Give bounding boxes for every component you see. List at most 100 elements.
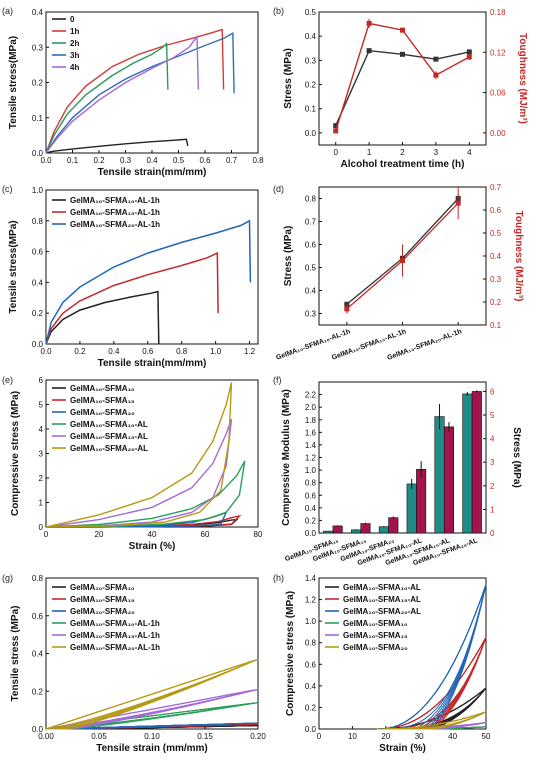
series-line bbox=[45, 32, 235, 154]
series-line bbox=[45, 34, 200, 154]
data-point bbox=[400, 51, 405, 57]
x-axis-label: Tensile strain(mm/mm) bbox=[98, 167, 207, 178]
y-tick-label: 2 bbox=[39, 474, 44, 483]
y-tick-label: 1.4 bbox=[305, 574, 317, 583]
y-tick-label: 0.0 bbox=[32, 340, 44, 349]
legend-label: GelMA₁₀-SFMA₁₀-AL bbox=[70, 420, 148, 429]
y-tick-label: 0.6 bbox=[32, 612, 44, 621]
y-tick-label: 0.1 bbox=[32, 114, 44, 123]
y-tick-label: 1.4 bbox=[305, 441, 317, 450]
x-axis-label: Strain (%) bbox=[379, 743, 426, 754]
panel-a: (a) 0.0 0.1 0.2 0.3 0.4 0.5 0.6 0.7 0.8 0.0 0.1 0.2 0… bbox=[2, 6, 264, 178]
x-tick-label: 80 bbox=[254, 530, 263, 539]
y2-tick-label: 0.4 bbox=[490, 252, 502, 261]
legend-label: GelMA₁₀-SFMA₂₀ bbox=[70, 408, 135, 417]
y-tick-label: 0 bbox=[39, 523, 44, 532]
x-tick-label: 20 bbox=[95, 530, 104, 539]
panel-tag: (f) bbox=[273, 375, 282, 385]
x-tick-label: 0.2 bbox=[74, 347, 86, 356]
hysteresis-loop bbox=[45, 658, 259, 730]
x-tick-label: 0 bbox=[317, 732, 322, 741]
x-tick-label: 0.3 bbox=[120, 156, 132, 165]
y-tick-label: 1.2 bbox=[305, 454, 317, 463]
y2-tick-label: 0.2 bbox=[490, 298, 502, 307]
y2-tick-label: 0 bbox=[490, 529, 495, 538]
y-tick-label: 0.4 bbox=[32, 278, 44, 287]
series-line bbox=[45, 219, 252, 345]
x-tick-label: 0.00 bbox=[38, 732, 54, 741]
panel-f: (f) 0.0 0.2 0.4 0.6 0.8 1.0 1.2 1.4 1.6 1.8 2.0 2.2 0… bbox=[273, 375, 522, 567]
legend-label: GelMA₁₀-SFMA₁₀ bbox=[343, 619, 408, 628]
legend-label: GelMA₁₀-SFMA₁₅-AL bbox=[70, 432, 148, 441]
y-tick-label: 0.0 bbox=[32, 725, 44, 734]
series-line bbox=[45, 42, 169, 154]
y-axis-label: Stress (MPa) bbox=[283, 226, 294, 287]
x-tick-label: 0 bbox=[333, 148, 338, 157]
x-tick-label: 0.05 bbox=[91, 732, 107, 741]
y-tick-label: 0.6 bbox=[305, 241, 317, 250]
legend-label: 0 bbox=[70, 15, 75, 24]
x-tick-label: 0.8 bbox=[252, 156, 264, 165]
y-tick-label: 0.2 bbox=[305, 81, 317, 90]
legend-label: GelMA₁₀-SFMA₁₀-AL-1h bbox=[70, 619, 160, 628]
series-line bbox=[335, 22, 470, 132]
x-tick-label: 0.4 bbox=[146, 156, 158, 165]
legend-label: GelMA₁₀-SFMA₁₀ bbox=[70, 384, 135, 393]
y-tick-label: 0.8 bbox=[32, 217, 44, 226]
y-tick-label: 0.4 bbox=[305, 682, 317, 691]
y-tick-label: 0.4 bbox=[305, 32, 317, 41]
panel-b: (b) 0 1 2 3 4 0.0 0.1 0.2 0.3 0.4 0.5 0.00 0.06 0.12 0.… bbox=[273, 6, 528, 170]
x-tick-label: 0.1 bbox=[67, 156, 79, 165]
y-axis-label: Stress (MPa) bbox=[283, 48, 294, 109]
data-point bbox=[344, 306, 350, 312]
panel-g: (g) 0.00 0.05 0.10 0.15 0.20 0.0 0.2 0.4 0.6 0.8 Ge… bbox=[2, 573, 266, 754]
legend-label: GelMA₁₀-SFMA₁₀-AL-1h bbox=[70, 196, 160, 205]
legend-label: GelMA₁₀-SFMA₁₅-AL-1h bbox=[70, 631, 160, 640]
y2-tick-label: 0.5 bbox=[490, 229, 502, 238]
legend-label: GelMA₁₀-SFMA₂₀ bbox=[343, 643, 408, 652]
x-tick-label: 1 bbox=[367, 148, 372, 157]
y-tick-label: 0.2 bbox=[32, 687, 44, 696]
y2-axis-label: Toughness (MJ/m³) bbox=[513, 211, 524, 302]
series-line bbox=[45, 251, 219, 345]
y-tick-label: 1.0 bbox=[305, 466, 317, 475]
x-axis-label: Tensile strain(mm/mm) bbox=[98, 358, 207, 369]
legend-label: GelMA₁₀-SFMA₁₅ bbox=[70, 396, 135, 405]
y-tick-label: 0.8 bbox=[32, 574, 44, 583]
panel-c: (c) 0.0 0.2 0.4 0.6 0.8 1.0 1.2 0.0 0.2 0.4 0.6 0.8 1… bbox=[2, 184, 259, 369]
legend-label: GelMA₁₀-SFMA₁₅-AL-1h bbox=[70, 208, 160, 217]
y2-axis-label: Stress (MPa) bbox=[511, 427, 522, 488]
y2-tick-label: 2 bbox=[490, 482, 495, 491]
legend-label: GelMA₁₀-SFMA₁₅ bbox=[343, 631, 408, 640]
y-tick-label: 0.8 bbox=[305, 639, 317, 648]
panel-h: (h) 0 10 20 30 40 50 0.0 0.2 0.4 0.6 0.8 1.0 1.2 1.4 Ge… bbox=[273, 573, 491, 754]
plot-frame bbox=[45, 189, 259, 345]
y-tick-label: 0.0 bbox=[32, 149, 44, 158]
y2-axis-label: Toughness (MJ/m³) bbox=[517, 33, 528, 124]
data-point bbox=[466, 54, 472, 60]
y-tick-label: 0.3 bbox=[305, 310, 317, 319]
y2-tick-label: 0.6 bbox=[490, 206, 502, 215]
hysteresis-loop bbox=[377, 711, 487, 730]
data-point bbox=[400, 258, 405, 264]
x-axis-label: Tensile strain (mm/mm) bbox=[96, 743, 208, 754]
y-tick-label: 0.4 bbox=[32, 650, 44, 659]
y-tick-label: 0.2 bbox=[305, 703, 317, 712]
bar bbox=[378, 526, 389, 534]
y2-tick-label: 0.1 bbox=[490, 321, 502, 330]
panel-tag: (a) bbox=[2, 6, 13, 16]
y-tick-label: 1.2 bbox=[305, 596, 317, 605]
plot-frame bbox=[318, 381, 487, 534]
x-tick-label: 0.10 bbox=[144, 732, 160, 741]
y-tick-label: 0.0 bbox=[305, 725, 317, 734]
data-point bbox=[466, 49, 472, 55]
y-tick-label: 0.3 bbox=[305, 56, 317, 65]
data-point bbox=[400, 27, 405, 33]
legend-label: GelMA₁₀-SFMA₂₀ bbox=[70, 607, 135, 616]
x-tick-label: 1.2 bbox=[244, 347, 256, 356]
y-tick-label: 0.7 bbox=[305, 218, 317, 227]
y-axis-label: Tensile stress (MPa) bbox=[10, 606, 21, 702]
x-tick-label: 60 bbox=[201, 530, 210, 539]
y-axis-label: Tensile stress(MPa) bbox=[8, 220, 19, 313]
